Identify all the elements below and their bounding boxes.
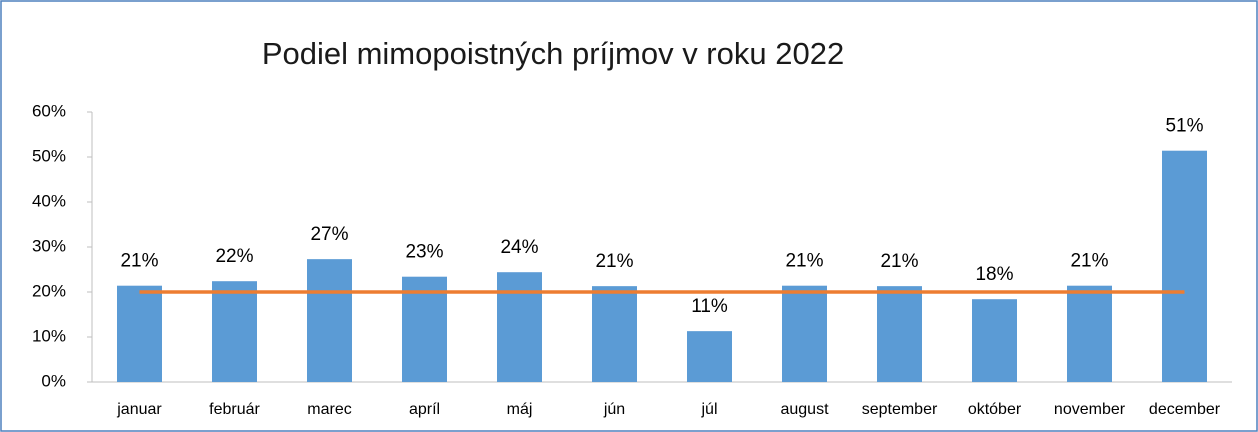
data-label: 21%	[595, 251, 633, 272]
x-tick-label: február	[209, 401, 260, 418]
x-tick-label: júl	[700, 401, 717, 418]
bar	[1162, 150, 1207, 382]
bar	[972, 299, 1017, 382]
data-label: 11%	[691, 296, 728, 317]
x-tick-label: apríl	[409, 401, 440, 418]
data-label: 21%	[785, 251, 823, 272]
bar	[212, 281, 257, 382]
bar	[117, 285, 162, 382]
x-tick-label: máj	[507, 401, 533, 418]
y-tick-label: 30%	[32, 236, 66, 255]
data-label: 21%	[1070, 251, 1108, 272]
y-tick-label: 10%	[32, 326, 66, 345]
bar	[1067, 285, 1112, 382]
x-tick-label: december	[1149, 401, 1221, 418]
bar	[497, 272, 542, 382]
x-tick-label: október	[968, 401, 1022, 418]
x-tick-label: januar	[116, 401, 162, 418]
data-label: 23%	[405, 242, 443, 263]
data-label: 18%	[975, 264, 1013, 285]
bar	[877, 286, 922, 382]
data-label: 21%	[120, 251, 158, 272]
y-tick-label: 40%	[32, 191, 66, 210]
bar	[402, 276, 447, 382]
y-tick-label: 60%	[32, 101, 66, 120]
y-tick-label: 50%	[32, 146, 66, 165]
bar	[592, 286, 637, 382]
x-tick-label: jún	[603, 401, 625, 418]
data-label: 22%	[215, 246, 253, 267]
data-label: 51%	[1165, 116, 1203, 137]
x-tick-label: august	[780, 401, 829, 418]
x-tick-label: november	[1054, 401, 1126, 418]
data-label: 27%	[310, 224, 348, 245]
bar	[307, 259, 352, 382]
y-tick-label: 0%	[41, 371, 66, 390]
bar	[782, 285, 827, 382]
chart-title: Podiel mimopoistných príjmov v roku 2022	[262, 36, 844, 71]
y-tick-label: 20%	[32, 281, 66, 300]
x-tick-label: marec	[307, 401, 351, 418]
data-label: 21%	[880, 251, 918, 272]
data-label: 24%	[500, 237, 538, 258]
bar	[687, 331, 732, 382]
x-tick-label: september	[862, 401, 938, 418]
